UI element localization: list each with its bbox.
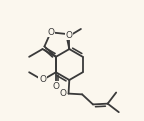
Text: O: O [39, 76, 46, 84]
Text: O: O [60, 89, 67, 98]
Text: O: O [66, 31, 73, 40]
Text: O: O [47, 28, 54, 37]
Text: O: O [52, 82, 59, 91]
